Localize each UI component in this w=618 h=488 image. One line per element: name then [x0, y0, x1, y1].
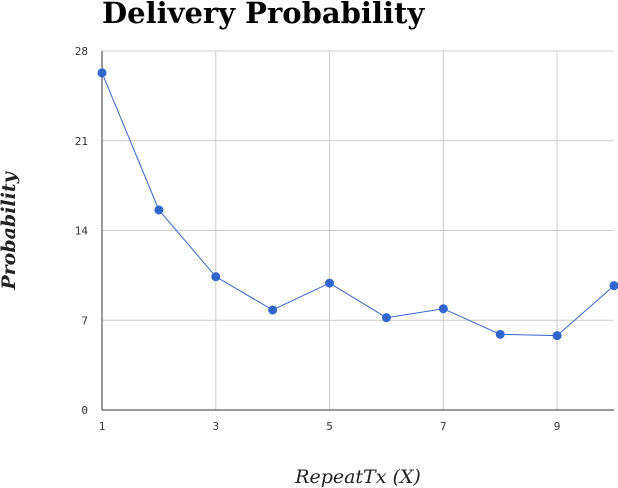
series-line [101, 72, 615, 337]
data-point [438, 304, 448, 314]
tick-labels: 0 7 14 21 28 1 3 5 7 9 [75, 45, 561, 433]
data-point [495, 329, 505, 339]
x-axis-title: RepeatTx (X) [294, 466, 421, 488]
y-axis-title: Probability [0, 170, 20, 290]
x-tick-label: 3 [212, 420, 219, 433]
data-point [325, 278, 335, 288]
x-tick-label: 9 [554, 420, 561, 433]
y-tick-label: 28 [75, 45, 88, 58]
data-point [268, 305, 278, 315]
gridlines [101, 50, 614, 411]
x-tick-label: 1 [99, 420, 106, 433]
data-point [609, 281, 618, 291]
data-point [381, 313, 391, 323]
y-tick-label: 7 [81, 314, 88, 327]
data-point [552, 331, 562, 341]
x-tick-label: 5 [326, 420, 333, 433]
x-tick-label: 7 [440, 420, 447, 433]
data-point [211, 272, 221, 282]
series-layer [97, 68, 618, 341]
data-point [97, 68, 107, 78]
y-tick-label: 0 [81, 404, 88, 417]
data-point [154, 205, 164, 215]
y-tick-label: 21 [75, 135, 88, 148]
y-tick-label: 14 [75, 225, 89, 238]
chart-title: Delivery Probability [102, 0, 425, 30]
